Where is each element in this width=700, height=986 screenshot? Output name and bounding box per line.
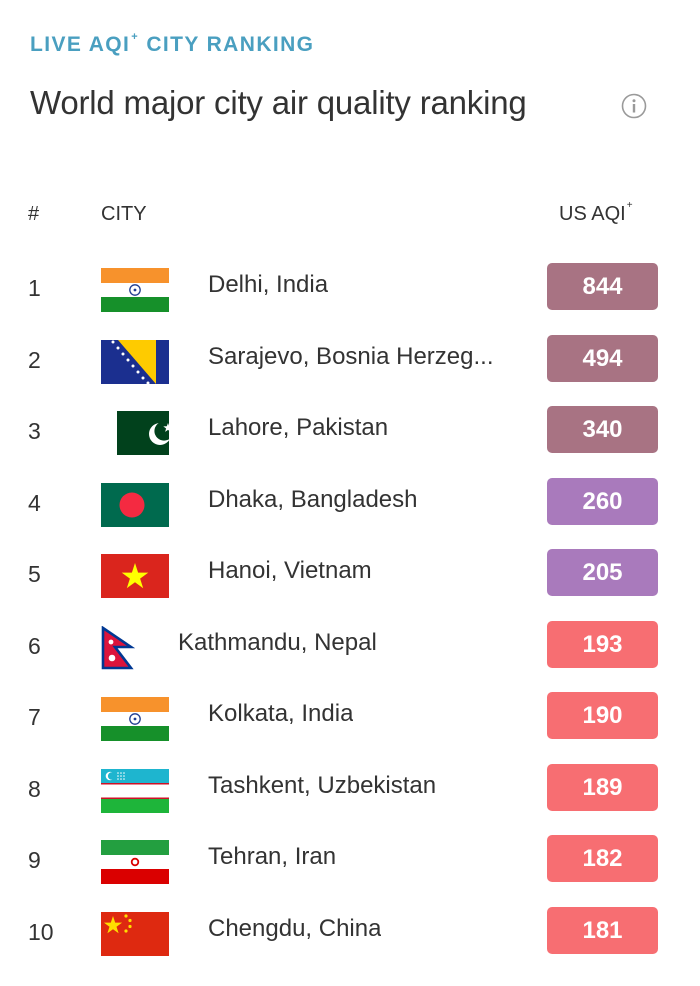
india-flag-icon — [101, 268, 169, 312]
ranking-row[interactable]: 2 Sarajevo, Bosnia Herzeg... 494 — [0, 335, 700, 395]
city-name-link[interactable]: Tehran, Iran — [208, 843, 337, 870]
vietnam-flag-icon — [101, 554, 169, 598]
city-name-link[interactable]: Tashkent, Uzbekistan — [208, 772, 437, 799]
city-name-link[interactable]: Hanoi, Vietnam — [208, 557, 372, 584]
ranking-row[interactable]: 7 Kolkata, India 190 — [0, 692, 700, 752]
rank-number: 10 — [28, 919, 54, 945]
aqi-badge[interactable]: 205 — [547, 549, 658, 596]
rank-number: 4 — [28, 490, 41, 516]
aqi-badge[interactable]: 181 — [547, 907, 658, 954]
eyebrow-suffix: CITY RANKING — [139, 33, 315, 56]
ranking-row[interactable]: 5 Hanoi, Vietnam 205 — [0, 549, 700, 609]
iran-flag-icon — [101, 840, 169, 884]
aqi-badge[interactable]: 494 — [547, 335, 658, 382]
rank-number: 5 — [28, 561, 41, 587]
eyebrow-plus-mark: + — [131, 31, 140, 43]
city-name-link[interactable]: Lahore, Pakistan — [208, 414, 389, 441]
bangladesh-flag-icon — [101, 483, 169, 527]
nepal-flag-icon — [101, 626, 135, 670]
india-flag-icon — [101, 697, 169, 741]
ranking-row[interactable]: 9 Tehran, Iran 182 — [0, 835, 700, 895]
rank-number: 1 — [28, 275, 41, 301]
column-header-aqi-mark: + — [626, 200, 633, 211]
column-header-aqi-label: US AQI — [559, 203, 626, 225]
aqi-badge[interactable]: 340 — [547, 406, 658, 453]
ranking-row[interactable]: 8 Tashkent, Uzbekistan 189 — [0, 764, 700, 824]
pakistan-flag-icon — [117, 411, 169, 455]
city-name-link[interactable]: Dhaka, Bangladesh — [208, 486, 418, 513]
china-flag-icon — [101, 912, 169, 956]
city-name-link[interactable]: Chengdu, China — [208, 915, 382, 942]
column-header-aqi: US AQI+ — [559, 200, 633, 226]
rank-number: 2 — [28, 347, 41, 373]
aqi-badge[interactable]: 844 — [547, 263, 658, 310]
section-eyebrow: LIVE AQI+ CITY RANKING — [30, 31, 315, 57]
ranking-row[interactable]: 10 Chengdu, China 181 — [0, 907, 700, 967]
aqi-badge[interactable]: 190 — [547, 692, 658, 739]
aqi-badge[interactable]: 182 — [547, 835, 658, 882]
city-name-link[interactable]: Delhi, India — [208, 271, 329, 298]
ranking-row[interactable]: 4 Dhaka, Bangladesh 260 — [0, 478, 700, 538]
info-circle-icon[interactable] — [621, 93, 647, 119]
ranking-row[interactable]: 1 Delhi, India 844 — [0, 263, 700, 323]
rank-number: 6 — [28, 633, 41, 659]
column-header-city: CITY — [101, 203, 147, 225]
rank-number: 8 — [28, 776, 41, 802]
city-name-link[interactable]: Kolkata, India — [208, 700, 354, 727]
ranking-row[interactable]: 6 Kathmandu, Nepal 193 — [0, 621, 700, 681]
page-title: World major city air quality ranking — [30, 84, 527, 121]
city-name-link[interactable]: Sarajevo, Bosnia Herzeg... — [208, 343, 494, 370]
rank-number: 7 — [28, 704, 41, 730]
city-name-link[interactable]: Kathmandu, Nepal — [178, 629, 377, 656]
bosnia-flag-icon — [101, 340, 169, 384]
aqi-badge[interactable]: 189 — [547, 764, 658, 811]
column-header-rank: # — [28, 203, 40, 225]
eyebrow-text: LIVE AQI — [30, 33, 131, 56]
rank-number: 9 — [28, 847, 41, 873]
aqi-badge[interactable]: 193 — [547, 621, 658, 668]
uzbekistan-flag-icon — [101, 769, 169, 813]
ranking-row[interactable]: 3 Lahore, Pakistan 340 — [0, 406, 700, 466]
rank-number: 3 — [28, 418, 41, 444]
aqi-badge[interactable]: 260 — [547, 478, 658, 525]
